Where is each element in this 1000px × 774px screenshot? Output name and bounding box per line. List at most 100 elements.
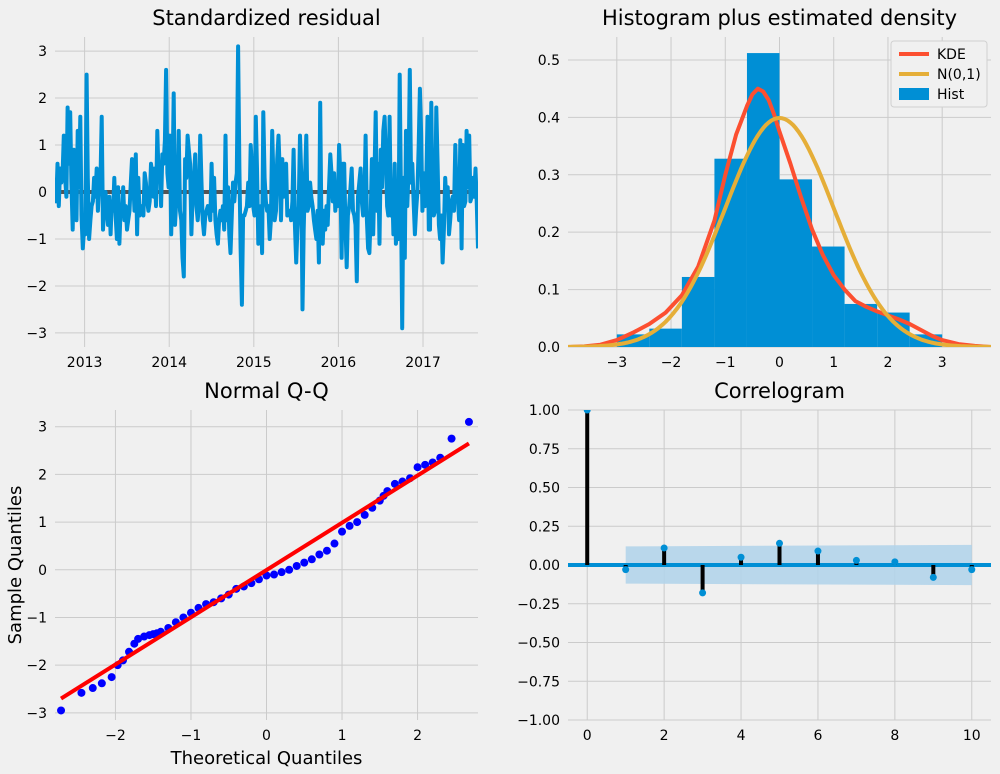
correlogram-x-tick-label: 8 (890, 728, 899, 744)
qq-y-tick-label: −1 (26, 610, 47, 626)
histogram-y-tick-label: 0.1 (538, 283, 560, 299)
histogram-x-tick-label: −2 (661, 355, 682, 371)
correlogram-y-tick-label: −0.50 (517, 636, 560, 652)
qq-x-tick-label: −1 (181, 728, 202, 744)
residual-y-tick-label: 0 (38, 185, 47, 201)
histogram-x-tick-label: 3 (938, 355, 947, 371)
acf-marker (583, 410, 591, 414)
residual-x-tick-label: 2017 (405, 355, 441, 371)
correlogram-x-tick-label: 0 (583, 728, 592, 744)
qq-point (330, 539, 339, 548)
acf-marker (814, 547, 822, 555)
residual-x-tick-label: 2013 (67, 355, 103, 371)
correlogram-x-tick-label: 2 (660, 728, 669, 744)
correlogram-x-tick-label: 6 (813, 728, 822, 744)
qq-title: Normal Q-Q (204, 379, 329, 403)
acf-marker (660, 544, 668, 552)
residual-x-tick-label: 2014 (151, 355, 187, 371)
qq-x-tick-label: −2 (105, 728, 126, 744)
qq-point (464, 417, 473, 426)
residual-x-tick-label: 2015 (236, 355, 272, 371)
acf-marker (968, 566, 976, 574)
qq-y-tick-label: 1 (38, 515, 47, 531)
correlogram-panel: 0 2 4 6 8 10 −1.00 −0.75 −0.50 −0.25 0.00 0.25 0.50 0… (517, 379, 991, 744)
residual-y-tick-label: −3 (26, 326, 47, 342)
histogram-bar (779, 179, 813, 347)
acf-marker (622, 566, 630, 574)
legend-label: Hist (937, 87, 965, 103)
correlogram-y-tick-label: −0.25 (517, 597, 560, 613)
qq-y-axis-label: Sample Quantiles (5, 486, 26, 645)
histogram-x-tick-label: −1 (715, 355, 736, 371)
histogram-bar (714, 158, 747, 347)
correlogram-y-tick-label: −1.00 (517, 713, 560, 729)
qq-point (413, 463, 422, 472)
correlogram-y-tick-label: −0.75 (517, 674, 560, 690)
correlogram-title: Correlogram (714, 379, 845, 403)
qq-point (134, 634, 143, 643)
qq-plot-area (57, 417, 473, 715)
histogram-y-tick-label: 0.4 (538, 110, 560, 126)
qq-point (315, 550, 324, 559)
qq-point (270, 570, 279, 579)
qq-reference-line (59, 441, 470, 701)
qq-point (77, 688, 86, 697)
qq-x-tick-label: 1 (338, 728, 347, 744)
histogram-x-tick-label: 1 (829, 355, 838, 371)
histogram-bar (649, 328, 682, 347)
qq-point (353, 518, 362, 527)
qq-point (277, 568, 286, 577)
qq-point (307, 555, 316, 564)
qq-point (88, 684, 97, 693)
histogram-y-tick-label: 0.0 (538, 340, 560, 356)
correlogram-y-tick-label: 0.50 (529, 481, 560, 497)
correlogram-y-tick-label: 0.75 (529, 442, 560, 458)
qq-point (390, 479, 399, 488)
correlogram-x-tick-label: 4 (737, 728, 746, 744)
histogram-legend: KDE N(0,1) Hist (890, 40, 988, 108)
histogram-x-tick-label: −3 (606, 355, 627, 371)
normal-density-curve (568, 116, 991, 347)
qq-point (360, 510, 369, 519)
qq-point (345, 521, 354, 530)
qq-point (338, 527, 347, 536)
residual-title: Standardized residual (152, 6, 381, 30)
residual-x-tick-label: 2016 (321, 355, 357, 371)
histogram-bar (746, 53, 780, 347)
legend-label: N(0,1) (937, 67, 981, 83)
residual-y-tick-label: −1 (26, 232, 47, 248)
acf-marker (891, 558, 899, 566)
qq-y-tick-label: −2 (26, 658, 47, 674)
residual-series-line (55, 44, 478, 331)
qq-y-tick-label: 2 (38, 467, 47, 483)
qq-point (322, 546, 331, 555)
acf-marker (929, 573, 937, 581)
qq-point (292, 561, 301, 570)
residual-y-tick-label: −2 (26, 279, 47, 295)
qq-y-tick-label: −3 (26, 706, 47, 722)
residual-panel: 2013 2014 2015 2016 2017 −3 −2 −1 0 1 2 3 Standardiz… (26, 6, 478, 371)
acf-marker (852, 556, 860, 564)
correlogram-y-tick-label: 0.00 (529, 558, 560, 574)
acf-marker (699, 589, 707, 597)
histogram-y-tick-label: 0.3 (538, 168, 560, 184)
residual-y-tick-label: 3 (38, 44, 47, 60)
legend-swatch-patch (899, 88, 929, 100)
kde-curve (568, 86, 991, 347)
qq-point (300, 558, 309, 567)
correlogram-y-tick-label: 0.25 (529, 519, 560, 535)
qq-x-tick-label: 2 (413, 728, 422, 744)
histogram-x-tick-label: 2 (884, 355, 893, 371)
acf-marker (776, 539, 783, 547)
qq-point (421, 460, 430, 469)
histogram-panel: −3 −2 −1 0 1 2 3 0.0 0.1 0.2 0.3 0.4 0.5 Histogram pl… (538, 6, 991, 371)
correlogram-x-tick-label: 10 (963, 728, 981, 744)
qq-x-axis-label: Theoretical Quantiles (170, 748, 363, 769)
qq-x-tick-label: 0 (262, 728, 271, 744)
qq-y-tick-label: 3 (38, 420, 47, 436)
legend-label: KDE (937, 47, 966, 63)
residual-y-tick-label: 2 (38, 91, 47, 107)
qq-point (57, 706, 66, 715)
